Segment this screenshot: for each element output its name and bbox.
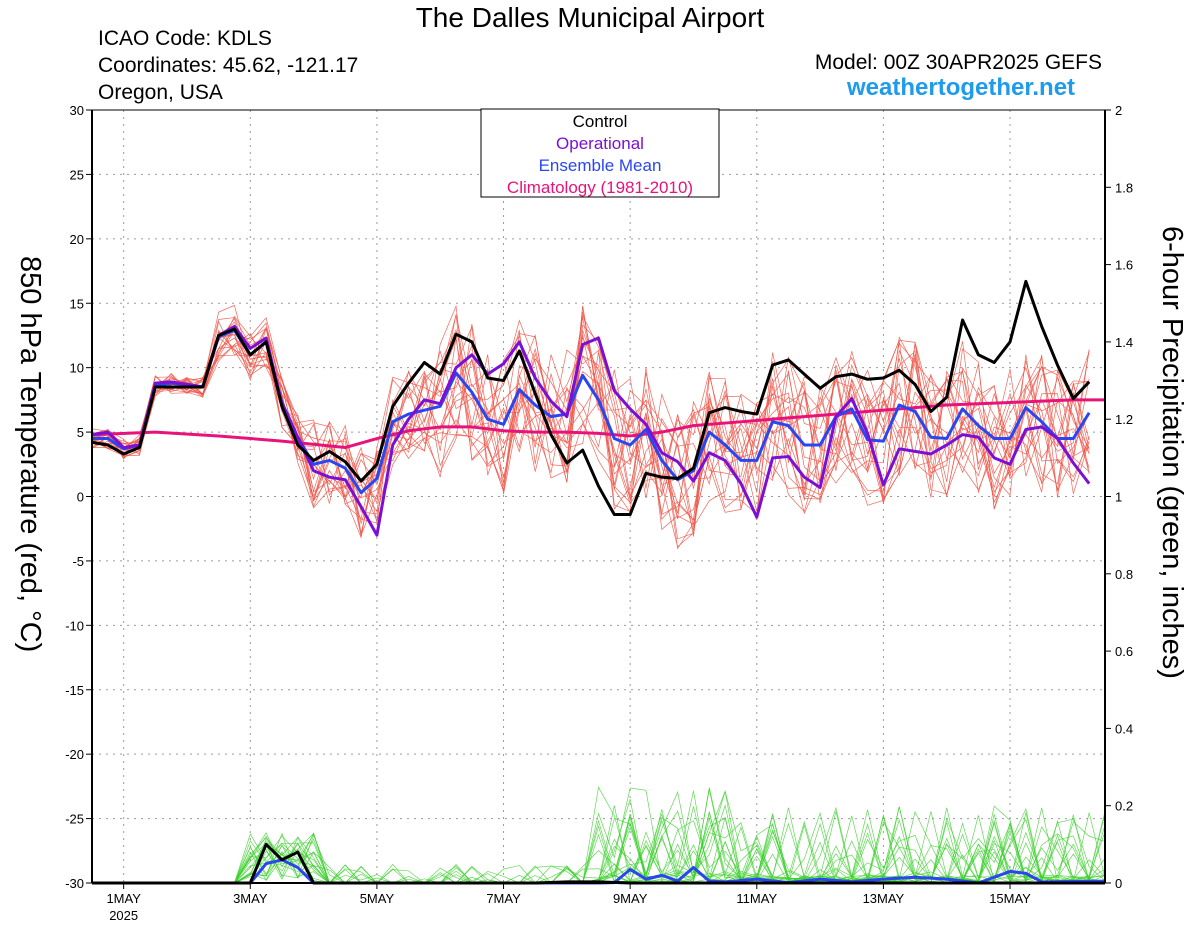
y-tick-label-right: 0.4 [1115,721,1133,736]
y-tick-label-right: 0.2 [1115,799,1133,814]
x-tick-label: 13MAY [863,891,905,906]
operational-line [91,324,1091,537]
y-tick-label-right: 0.8 [1115,567,1133,582]
y-axis-label-right: 6-hour Precipitation (green, inches) [1156,226,1188,679]
precip-member-line [92,805,1106,884]
y-tick-label-right: 1.4 [1115,335,1133,350]
legend-entry: Ensemble Mean [539,156,662,175]
legend-entry: Climatology (1981-2010) [507,178,693,197]
y-tick-label-right: 1.8 [1115,180,1133,195]
temp-member-line [91,336,1090,513]
y-tick-label-left: -10 [65,618,84,633]
x-tick-label: 15MAY [989,891,1031,906]
precip-member-line [92,806,1106,884]
x-tick-sublabel: 2025 [109,908,138,923]
y-tick-label-right: 1.6 [1115,258,1133,273]
y-tick-label-right: 0 [1115,876,1122,891]
site-link[interactable]: weathertogether.net [847,74,1076,101]
y-axis-label-left: 850 hPa Temperature (red, °C) [14,256,46,653]
legend-entry: Operational [556,134,644,153]
y-tick-label-left: 10 [70,361,84,376]
control-line [91,279,1091,517]
y-tick-label-right: 1 [1115,490,1122,505]
y-tick-label-left: 5 [77,425,84,440]
chart-title: The Dalles Municipal Airport [415,2,765,33]
y-tick-label-right: 1.2 [1115,412,1133,427]
region: Oregon, USA [98,81,223,104]
x-tick-label: 1MAY [106,891,141,906]
precip-member-line [92,803,1106,884]
y-tick-label-right: 2 [1115,103,1122,118]
temp-member-line [91,314,1090,534]
y-tick-label-left: -20 [65,747,84,762]
model-run: Model: 00Z 30APR2025 GEFS [814,51,1102,74]
temp-member-line [91,306,1090,521]
legend [480,108,720,198]
precip-member-line [92,807,1106,884]
temp-member-line [91,333,1090,517]
x-tick-label: 5MAY [360,891,395,906]
x-tick-label: 7MAY [486,891,521,906]
y-tick-label-left: 30 [70,103,84,118]
y-tick-label-left: -25 [65,812,84,827]
temp-member-line [91,324,1090,524]
temp-member-line [91,323,1090,540]
x-tick-label: 3MAY [233,891,268,906]
icao-code: ICAO Code: KDLS [98,27,272,50]
y-tick-label-right: 0.6 [1115,644,1133,659]
y-tick-label-left: -15 [65,683,84,698]
y-tick-label-left: 0 [77,490,84,505]
y-tick-label-left: -5 [72,554,84,569]
legend-entry: Control [573,112,628,131]
coordinates: Coordinates: 45.62, -121.17 [98,54,359,77]
temp-member-line [91,311,1090,539]
climatology-line [91,398,1105,450]
precip-member-line [92,790,1106,884]
y-tick-label-left: 25 [70,167,84,182]
x-tick-label: 9MAY [613,891,648,906]
y-tick-label-left: 20 [70,232,84,247]
x-tick-label: 11MAY [736,891,777,906]
y-tick-label-left: -30 [65,876,84,891]
y-tick-label-left: 15 [70,296,84,311]
